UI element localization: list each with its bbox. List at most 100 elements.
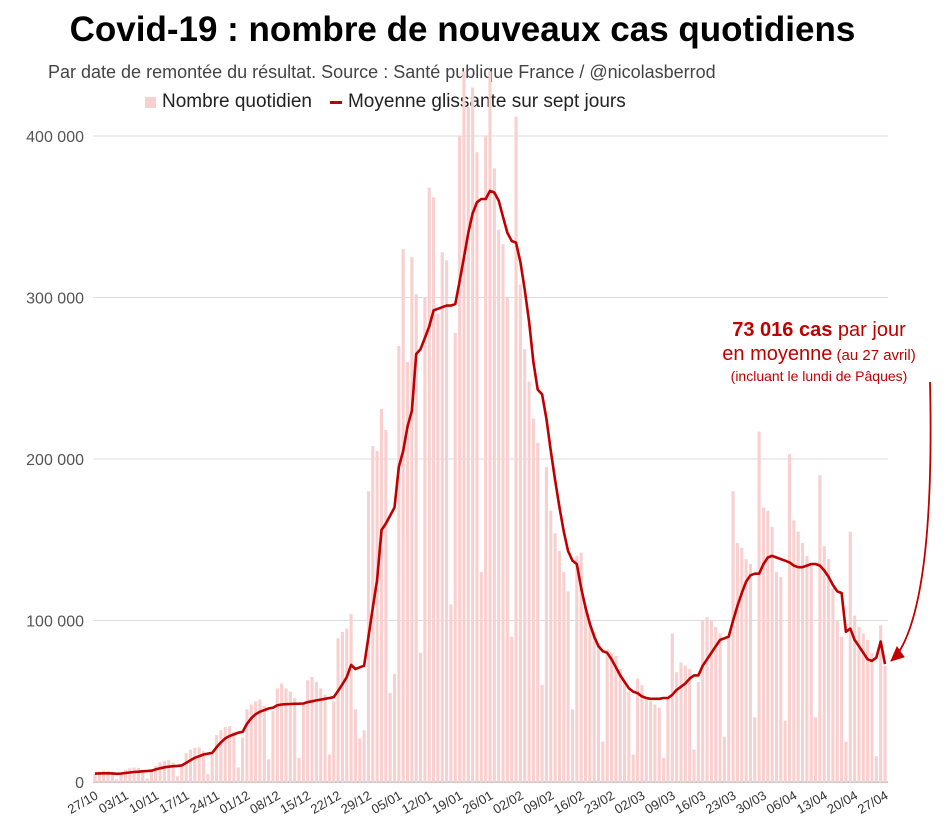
daily-bar: [201, 751, 206, 782]
daily-bar: [258, 699, 262, 782]
daily-bar: [792, 520, 796, 782]
x-tick-label: 08/12: [247, 788, 283, 817]
x-tick-label: 26/01: [460, 788, 496, 817]
rolling-average-line: [94, 189, 887, 776]
daily-bar: [566, 591, 570, 782]
daily-bar: [319, 688, 323, 782]
daily-bar: [180, 765, 184, 782]
daily-bar: [418, 652, 423, 782]
daily-bar: [636, 678, 640, 782]
daily-bar: [844, 741, 848, 782]
daily-bar: [214, 735, 219, 782]
daily-bar: [449, 604, 453, 782]
daily-bar: [714, 626, 718, 782]
daily-bar: [727, 635, 731, 782]
daily-bar: [848, 531, 852, 782]
annotation-value: 73 016 cas: [732, 319, 833, 341]
daily-bar: [301, 704, 305, 782]
daily-bar: [175, 776, 180, 782]
daily-bar: [167, 760, 171, 782]
x-tick-label: 24/11: [187, 788, 222, 817]
daily-bar: [740, 547, 744, 782]
daily-bar: [488, 71, 492, 782]
daily-bar: [97, 771, 101, 782]
daily-bar: [731, 491, 735, 782]
daily-bar: [171, 762, 175, 782]
daily-bar: [662, 757, 666, 782]
x-tick-label: 12/01: [399, 788, 435, 817]
daily-bar: [136, 767, 140, 782]
daily-bar: [280, 683, 284, 782]
arrow-head: [890, 645, 905, 662]
daily-bar: [753, 717, 757, 782]
daily-bar: [484, 136, 488, 782]
daily-bar: [145, 778, 149, 782]
daily-bar: [683, 665, 687, 782]
daily-bar: [353, 709, 358, 782]
daily-bar: [149, 770, 153, 782]
daily-bar: [232, 731, 236, 782]
daily-bar: [241, 737, 245, 782]
daily-bars: [93, 71, 887, 783]
daily-bar: [818, 475, 822, 782]
daily-bar: [188, 749, 193, 782]
daily-bar: [631, 754, 635, 782]
daily-bar: [766, 510, 770, 782]
daily-bar: [405, 362, 410, 782]
daily-bar: [696, 681, 700, 782]
daily-bar: [236, 767, 240, 782]
x-tick-label: 19/01: [429, 788, 465, 817]
daily-bar: [379, 408, 384, 782]
daily-bar: [284, 688, 288, 782]
x-tick-label: 09/03: [642, 788, 678, 817]
daily-bar: [666, 698, 670, 782]
daily-bar: [861, 633, 865, 782]
daily-bar: [783, 720, 787, 782]
daily-bar: [297, 757, 301, 782]
daily-bar: [870, 652, 874, 782]
daily-bar: [874, 756, 878, 782]
daily-bar: [388, 693, 392, 782]
x-tick-label: 22/12: [308, 788, 344, 817]
daily-bar: [562, 572, 566, 782]
daily-bar: [445, 260, 449, 783]
daily-bar: [401, 249, 405, 783]
x-tick-label: 15/12: [278, 788, 314, 817]
x-tick-label: 01/12: [217, 788, 253, 817]
daily-bar: [271, 710, 275, 782]
daily-bar: [827, 559, 831, 782]
daily-bar: [340, 631, 344, 782]
daily-bar: [588, 620, 592, 782]
x-tick-label: 29/12: [338, 788, 374, 817]
daily-bar: [219, 730, 223, 782]
daily-bar: [835, 620, 839, 782]
daily-bar: [102, 770, 106, 782]
daily-bar: [492, 168, 496, 783]
y-tick-label: 0: [75, 775, 84, 792]
annotation-date-note: (au 27 avril): [832, 347, 916, 364]
daily-bar: [397, 345, 401, 782]
daily-bar: [275, 688, 279, 782]
x-tick-label: 23/03: [703, 788, 739, 817]
daily-bar: [432, 197, 436, 782]
x-tick-label: 23/02: [581, 788, 617, 817]
daily-bar: [601, 741, 605, 782]
daily-bar: [249, 704, 253, 782]
legend-bar-label: Nombre quotidien: [162, 91, 312, 112]
annotation-line2: en moyenne: [722, 343, 833, 365]
daily-bar: [327, 754, 331, 782]
daily-bar: [644, 698, 648, 782]
daily-bar: [193, 748, 197, 782]
y-tick-label: 200 000: [26, 452, 84, 469]
legend-bar-swatch: [145, 96, 156, 108]
daily-bar: [501, 244, 505, 782]
daily-bar: [184, 752, 188, 782]
x-tick-label: 05/01: [369, 788, 405, 817]
daily-bar: [540, 685, 544, 782]
daily-bar: [223, 727, 227, 782]
x-tick-label: 20/04: [824, 788, 860, 817]
daily-bar: [649, 701, 653, 782]
daily-bar: [123, 769, 127, 782]
daily-bar: [800, 542, 805, 782]
